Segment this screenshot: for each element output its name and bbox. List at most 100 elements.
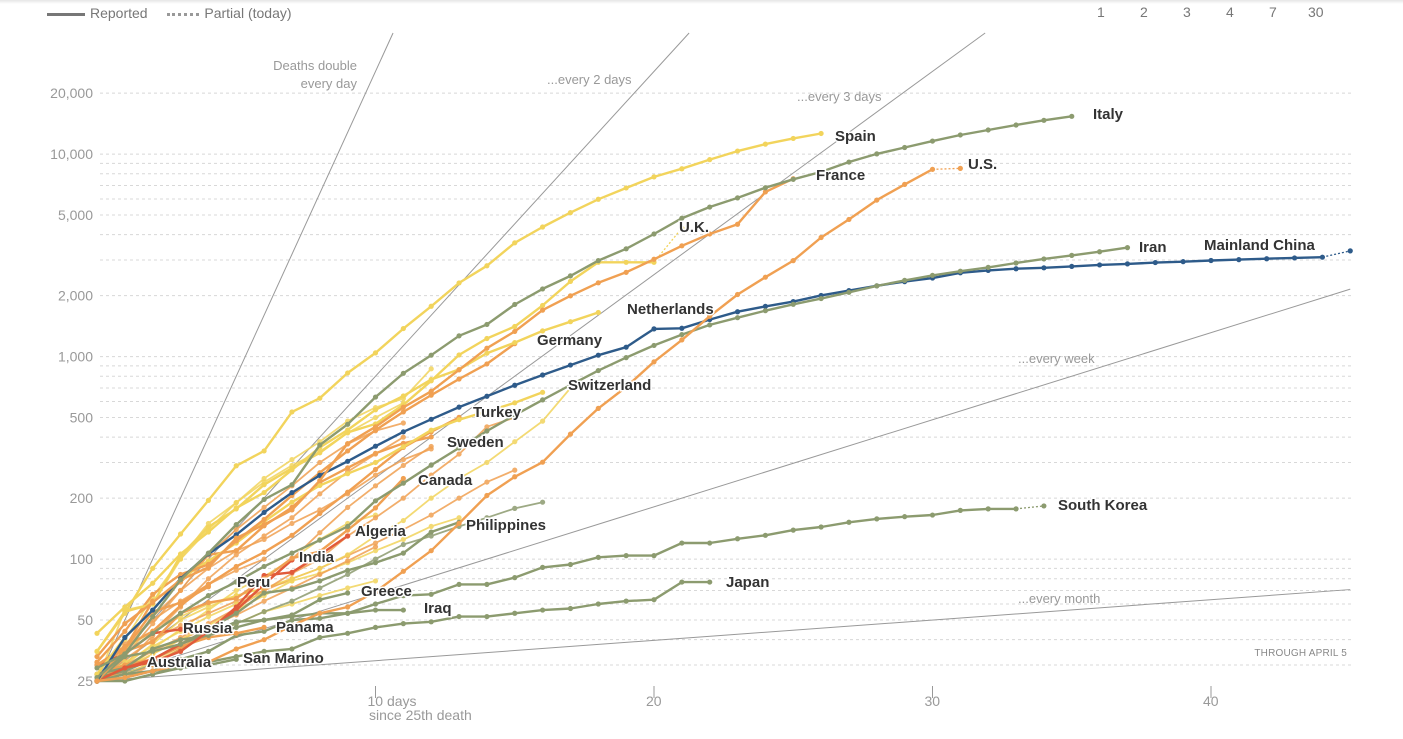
data-point [707, 540, 713, 546]
doubling-option-7[interactable]: 7 [1269, 4, 1277, 20]
data-point [261, 489, 267, 496]
data-point [456, 333, 462, 339]
data-point [651, 326, 657, 332]
data-point [261, 509, 267, 516]
data-point [372, 515, 379, 521]
data-point [1264, 256, 1270, 262]
data-point [289, 555, 295, 561]
data-point [177, 602, 184, 609]
data-point [150, 639, 156, 645]
data-point [623, 259, 629, 265]
data-point [1152, 259, 1158, 266]
data-point [1013, 260, 1019, 266]
data-point [372, 533, 379, 539]
data-point [679, 579, 685, 585]
data-point [595, 280, 601, 286]
label-sweden: Sweden [447, 434, 504, 451]
data-point [317, 459, 323, 466]
data-point [345, 465, 351, 471]
data-point [317, 478, 323, 484]
data-point [233, 522, 239, 528]
data-point [762, 141, 769, 147]
data-point [1069, 263, 1075, 270]
data-point [289, 499, 295, 505]
data-point [512, 575, 518, 581]
data-point [122, 610, 128, 616]
data-point [289, 456, 295, 463]
data-point [289, 520, 295, 527]
data-point [623, 344, 629, 350]
label-france: France [816, 167, 865, 184]
doubling-annotation: ...every week [1018, 351, 1095, 366]
data-point [205, 576, 211, 582]
data-point [372, 424, 379, 430]
data-point [957, 507, 963, 513]
data-point [122, 621, 128, 627]
doubling-option-1[interactable]: 1 [1097, 4, 1105, 20]
data-point [345, 429, 351, 436]
doubling-option-30[interactable]: 30 [1308, 4, 1324, 20]
data-point [484, 263, 490, 269]
data-point [428, 529, 434, 535]
data-point [400, 475, 406, 482]
doubling-option-2[interactable]: 2 [1140, 4, 1148, 20]
x-tick-label: 10 days [368, 693, 417, 709]
data-point [595, 309, 601, 316]
data-point [1097, 249, 1103, 255]
data-point [233, 463, 239, 469]
data-point [372, 560, 379, 566]
series-line [96, 132, 822, 653]
data-point [261, 628, 267, 634]
data-point [651, 174, 657, 180]
data-point [94, 659, 100, 665]
data-point [818, 524, 824, 530]
data-point [902, 181, 908, 187]
data-point [205, 564, 211, 570]
y-tick-label: 5,000 [58, 207, 93, 223]
data-point [1013, 122, 1019, 128]
data-point [289, 409, 295, 415]
data-point [484, 479, 490, 485]
data-point [261, 482, 267, 488]
data-point [400, 536, 406, 543]
data-point [818, 295, 824, 302]
data-point [345, 630, 351, 636]
doubling-option-4[interactable]: 4 [1226, 4, 1234, 20]
data-point [512, 505, 518, 511]
data-point [512, 339, 518, 346]
data-point [400, 480, 406, 486]
label-japan: Japan [726, 574, 769, 591]
data-point [289, 550, 295, 556]
series-line [96, 246, 1128, 679]
doubling-line-30 [96, 589, 1351, 682]
data-point [428, 416, 434, 422]
data-point [818, 130, 824, 137]
doubling-annotation: ...every 2 days [547, 72, 632, 87]
data-point [512, 328, 518, 335]
data-point [233, 552, 239, 558]
data-point [957, 132, 963, 138]
label-india: India [299, 549, 335, 566]
data-point [623, 355, 629, 361]
data-point [1041, 265, 1047, 271]
data-point [289, 569, 295, 575]
data-point [595, 196, 601, 202]
data-point [177, 571, 184, 578]
data-point [345, 370, 351, 376]
data-point [317, 442, 323, 448]
data-point [233, 619, 239, 625]
data-point [122, 651, 128, 657]
data-point [428, 523, 434, 530]
data-point [345, 567, 351, 573]
series-line [96, 177, 794, 658]
label-greece: Greece [361, 583, 412, 600]
data-point [456, 376, 462, 382]
doubling-option-3[interactable]: 3 [1183, 4, 1191, 20]
data-point [846, 519, 852, 525]
data-point [540, 302, 546, 309]
data-point [233, 506, 239, 512]
data-point [540, 389, 546, 395]
data-point [289, 612, 295, 618]
series-line [96, 477, 405, 682]
data-point [540, 307, 546, 313]
